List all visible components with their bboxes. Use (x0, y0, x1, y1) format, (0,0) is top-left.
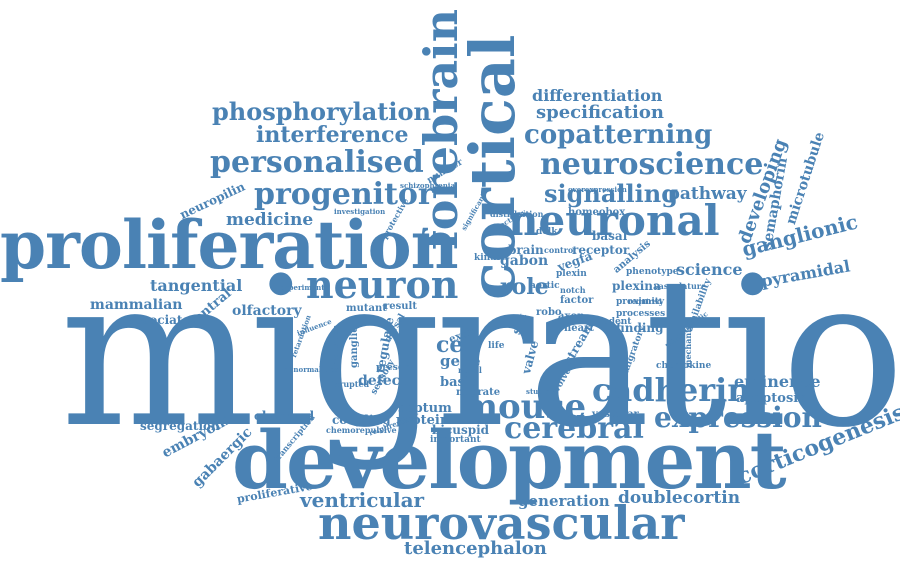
word-required: required (628, 297, 662, 306)
word-development: development (232, 413, 787, 507)
word-progenitor: progenitor (254, 177, 434, 212)
word-overexpression: overexpression (568, 185, 627, 194)
word-mammalian: mammalian (90, 297, 183, 313)
word-medicine: medicine (226, 210, 314, 230)
word-role: role (500, 274, 549, 300)
word-differentiation: differentiation (532, 86, 663, 105)
word-phenotype: phenotype (626, 267, 679, 277)
word-generation: generation (518, 492, 610, 510)
word-novel: novel (458, 365, 482, 375)
word-forebrain: forebrain (414, 8, 468, 250)
word-copatterning: copatterning (524, 120, 713, 150)
word-basal: basal (592, 229, 628, 243)
word-specification: specification (536, 102, 664, 123)
word-proliferation: proliferation (0, 206, 459, 284)
word-coupling: coupling (332, 413, 391, 427)
word-pathway: pathway (668, 184, 747, 204)
word-heart: heart (564, 323, 594, 334)
word-result: result (384, 301, 417, 312)
word-observed: observed (254, 409, 315, 423)
word-neuron: neuron (306, 262, 459, 307)
word-axon: axon (558, 311, 585, 322)
word-neuroscience: neuroscience (540, 147, 764, 182)
word-investigation: investigation (334, 207, 386, 216)
word-schizophrenia: schizophrenia (400, 181, 456, 190)
word-mutant: mutant (346, 303, 387, 314)
word-basic: basic (440, 375, 478, 390)
word-defect: defect (358, 373, 407, 389)
word-aortic: aortic (530, 281, 560, 291)
word-abnormalities: abnormalities (284, 365, 339, 374)
word-gabon: gabon (500, 253, 549, 269)
word-homeobox: homeobox (568, 207, 626, 218)
word-disrupted: disrupted (326, 379, 370, 389)
word-phosphorylation: phosphorylation (212, 97, 431, 126)
word-mouse: mouse (462, 387, 587, 427)
word-life: life (488, 341, 505, 351)
word-rodent: rodent (598, 317, 632, 327)
word-neurovascular: neurovascular (318, 496, 685, 550)
word-tangential: tangential (150, 276, 243, 295)
word-bicuspid: bicuspid (432, 423, 490, 437)
word-eminence: eminence (734, 372, 821, 391)
word-regulation: regulation (331, 325, 340, 366)
word-interference: interference (256, 122, 409, 148)
word-vascular: vascular (592, 409, 639, 420)
word-migration: migration (60, 233, 900, 473)
word-proximity: proximity (616, 297, 665, 307)
word-processes: processes (616, 309, 666, 319)
word-protein: protein (396, 413, 450, 428)
word-ventricular: ventricular (300, 488, 425, 512)
word-olfactory: olfactory (232, 303, 302, 319)
word-factor: factor (560, 295, 594, 306)
word-ganglion: ganglion (349, 318, 360, 368)
word-septum: septum (398, 401, 452, 416)
word-distribution: distribution (490, 209, 544, 219)
word-notch: notch (560, 285, 586, 295)
word-apoptosis: apoptosis (736, 391, 806, 406)
word-kinase: kinase (474, 253, 507, 263)
word-segregation: segregation (140, 419, 220, 433)
word-signalling: signalling (544, 179, 678, 208)
word-experiment: experiment (280, 283, 325, 292)
word-plexin: plexin (556, 269, 587, 279)
word-present: present (376, 363, 415, 373)
word-important: important (430, 435, 481, 445)
word-associated: associated (128, 313, 199, 327)
word-brain: brain (508, 243, 544, 257)
word-control: control (544, 245, 577, 255)
word-studies: studies (526, 387, 555, 396)
word-science: science (676, 260, 743, 279)
word-cerebral: cerebral (504, 411, 644, 446)
word-personalised: personalised (210, 145, 424, 180)
word-cell: cell (436, 332, 481, 358)
word-telencephalon: telencephalon (404, 538, 547, 559)
word-receptor: receptor (572, 243, 630, 257)
word-chemorepulsive: chemorepulsive (326, 425, 397, 435)
word-doublecortin: doublecortin (618, 488, 741, 508)
word-robo: robo (536, 307, 562, 318)
word-plexina: plexina (612, 279, 661, 293)
word-chemokine: chemokine (656, 361, 712, 371)
word-gene: gene (440, 352, 481, 370)
word-migrate: migrate (456, 387, 501, 398)
word-neuronal: neuronal (508, 196, 720, 245)
word-cadherin: cadherin (592, 371, 751, 409)
word-expression: expression (654, 401, 822, 434)
word-finding: finding (616, 321, 664, 335)
word-dclk: dclk (536, 227, 558, 237)
word-vasculature: vasculature (654, 281, 707, 291)
